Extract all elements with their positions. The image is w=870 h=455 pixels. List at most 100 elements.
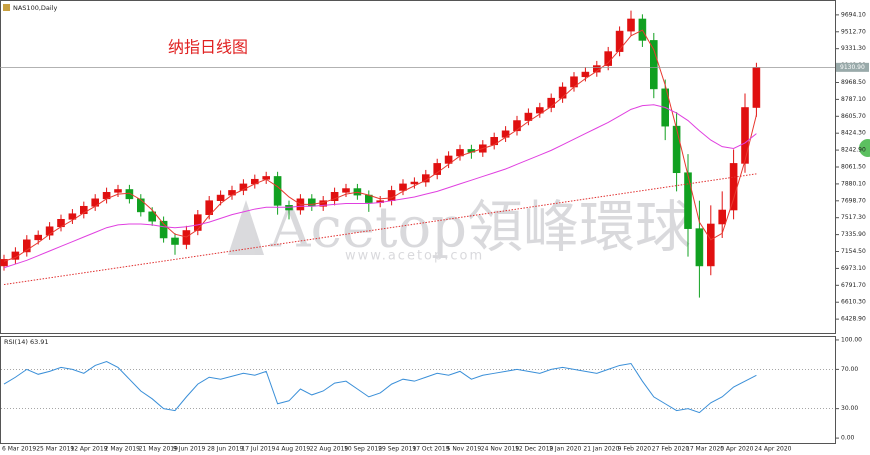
y-tick-label: 7698.70: [841, 197, 866, 204]
x-tick-label: 9 Feb 2020: [618, 446, 652, 453]
x-tick-label: 24 Nov 2019: [481, 446, 520, 453]
x-tick-label: 12 Apr 2019: [70, 446, 107, 453]
x-tick-label: 22 Aug 2019: [310, 446, 349, 453]
candle-body: [205, 200, 213, 215]
moving-average: [3, 29, 757, 262]
candle-body: [273, 176, 282, 206]
y-tick-label: 8424.30: [841, 130, 866, 137]
candle-body: [68, 213, 77, 220]
candle-body: [718, 209, 727, 225]
y-tick-label: 7880.10: [841, 180, 866, 187]
last-price-box: [836, 62, 869, 72]
x-tick-label: 6 Mar 2019: [2, 446, 36, 453]
main-panel: [0, 0, 836, 334]
x-tick-label: 4 Aug 2019: [276, 446, 311, 453]
y-tick-label: 9331.30: [841, 45, 866, 52]
y-tick-label: 6428.90: [841, 316, 866, 323]
candle-body: [0, 259, 8, 267]
candle-body: [399, 183, 407, 191]
candle-body: [741, 107, 749, 164]
x-tick-label: 9 Jun 2019: [173, 446, 205, 453]
candle-body: [45, 226, 54, 236]
x-tick-label: 17 Mar 2020: [686, 446, 724, 453]
candle-body: [216, 194, 225, 201]
y-tick-label: 7154.50: [841, 248, 866, 255]
y-tick-label: 7335.90: [841, 231, 866, 238]
y-tick-label: 8605.70: [841, 113, 866, 120]
x-tick-label: 10 Sep 2019: [344, 446, 382, 453]
symbol-icon: [3, 4, 10, 11]
candle-body: [627, 18, 635, 32]
candle-body: [125, 189, 134, 200]
x-tick-label: 24 Apr 2020: [754, 446, 791, 453]
candle-body: [649, 40, 658, 90]
candle-body: [558, 86, 567, 99]
y-tick-label: 8061.50: [841, 164, 866, 171]
y-tick-label: 9694.10: [841, 11, 866, 18]
x-tick-label: 21 Jan 2020: [583, 446, 619, 453]
moving-average: [3, 173, 757, 286]
candle-body: [80, 205, 88, 215]
candle-body: [752, 67, 761, 108]
y-tick-label: 0.00: [841, 435, 855, 442]
candle-body: [535, 107, 544, 114]
candle-body: [501, 130, 510, 138]
x-tick-label: 17 Jul 2019: [241, 446, 275, 453]
candle-body: [159, 220, 168, 239]
candle-body: [307, 198, 316, 207]
candle-body: [171, 237, 179, 245]
candle-body: [433, 163, 442, 175]
candle-body: [615, 30, 624, 52]
candle-body: [684, 172, 692, 229]
candle-body: [387, 190, 396, 201]
candle-body: [729, 163, 738, 211]
y-tick-label: 9512.70: [841, 28, 866, 35]
x-tick-label: 2 May 2019: [105, 446, 140, 453]
x-tick-label: 17 Oct 2019: [412, 446, 449, 453]
candle-body: [547, 97, 556, 108]
x-tick-label: 2 Jan 2020: [549, 446, 581, 453]
candle-body: [706, 223, 715, 267]
rsi-title: RSI(14) 63.91: [4, 338, 49, 346]
y-tick-label: 6610.30: [841, 299, 866, 306]
x-tick-label: 5 Apr 2020: [720, 446, 753, 453]
y-tick-label: 8242.90: [841, 147, 866, 154]
x-tick-label: 25 Mar 2019: [36, 446, 74, 453]
y-tick-label: 30.00: [841, 405, 858, 412]
x-tick-label: 28 Jun 2019: [207, 446, 243, 453]
y-tick-label: 8787.10: [841, 96, 866, 103]
x-tick-label: 27 Feb 2020: [652, 446, 690, 453]
candle-body: [672, 125, 681, 174]
rsi-line: [3, 360, 757, 414]
candle-body: [524, 112, 533, 121]
y-tick-label: 6973.10: [841, 265, 866, 272]
annotation: 纳指日线图: [168, 38, 248, 57]
candle-body: [695, 228, 704, 267]
candle-body: [342, 188, 350, 193]
chart-title: NAS100,Daily: [13, 4, 58, 12]
x-tick-label: 29 Sep 2019: [378, 446, 416, 453]
candle-body: [194, 214, 202, 231]
candle-body: [34, 234, 43, 241]
side-button[interactable]: [859, 139, 870, 157]
watermark-logo: [228, 200, 264, 255]
y-tick-label: 100.00: [841, 336, 862, 343]
rsi-panel: [0, 336, 836, 444]
watermark: Acetop領峰環球 www.acetop.com: [228, 196, 691, 264]
y-tick-label: 70.00: [841, 366, 858, 373]
candle-body: [330, 191, 339, 201]
candle-body: [22, 239, 31, 253]
x-tick-label: 21 May 2019: [139, 446, 178, 453]
y-tick-label: 8968.50: [841, 79, 866, 86]
last-price-label: 9130.90: [840, 64, 865, 71]
candle-body: [137, 198, 145, 213]
watermark-text: Acetop領峰環球: [269, 196, 691, 261]
x-tick-label: 5 Nov 2019: [447, 446, 482, 453]
candle-body: [114, 189, 122, 193]
candle-body: [148, 211, 156, 222]
y-tick-label: 6791.70: [841, 282, 866, 289]
candle-body: [604, 51, 613, 66]
watermark-url: www.acetop.com: [345, 249, 484, 264]
candle-body: [581, 71, 590, 78]
